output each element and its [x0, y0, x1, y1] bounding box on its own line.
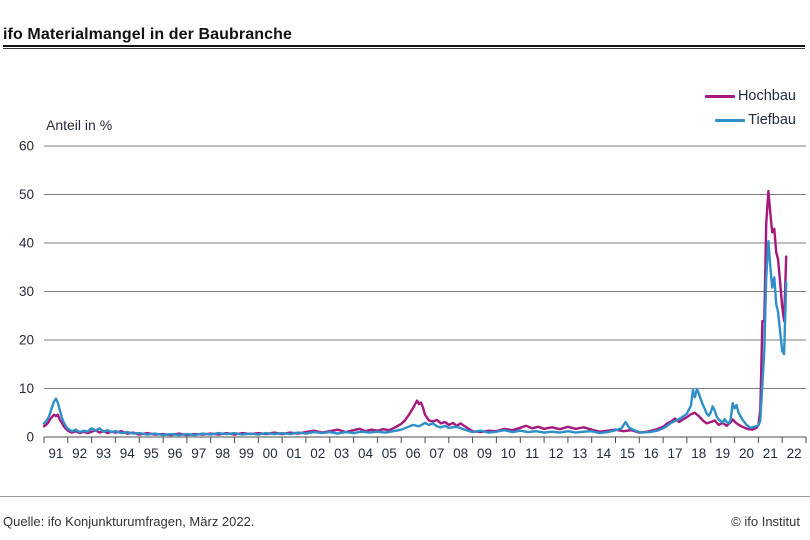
x-tick-label: 08: [453, 446, 468, 461]
x-tick-label: 14: [596, 446, 612, 461]
copyright-note: © ifo Institut: [731, 514, 800, 529]
title-divider: [3, 45, 805, 49]
x-tick-label: 10: [501, 446, 516, 461]
x-tick-label: 22: [787, 446, 802, 461]
x-tick-label: 02: [310, 446, 325, 461]
x-tick-label: 96: [167, 446, 182, 461]
hochbau-line-swatch-icon: [704, 94, 735, 98]
x-tick-label: 21: [763, 446, 778, 461]
y-tick-label: 60: [19, 139, 34, 154]
x-tick-label: 12: [548, 446, 563, 461]
y-tick-label: 20: [19, 333, 34, 348]
x-tick-label: 01: [286, 446, 301, 461]
x-tick-label: 19: [715, 446, 730, 461]
x-tick-label: 94: [120, 446, 136, 461]
x-tick-label: 91: [48, 446, 63, 461]
x-tick-label: 92: [72, 446, 87, 461]
x-tick-label: 07: [429, 446, 444, 461]
series-line-tiefbau: [42, 239, 788, 437]
x-tick-label: 05: [382, 446, 397, 461]
x-tick-label: 99: [239, 446, 254, 461]
tiefbau-line-swatch-icon: [715, 118, 746, 122]
legend-item-tiefbau: Tiefbau: [715, 112, 796, 128]
x-tick-label: 95: [144, 446, 159, 461]
legend-item-hochbau: Hochbau: [704, 88, 796, 104]
x-tick-label: 04: [358, 446, 374, 461]
x-tick-label: 98: [215, 446, 230, 461]
x-tick-label: 11: [525, 446, 539, 461]
x-tick-label: 16: [644, 446, 659, 461]
y-tick-label: 0: [26, 430, 34, 445]
chart-title: ifo Materialmangel in der Baubranche: [3, 26, 292, 43]
x-tick-label: 06: [406, 446, 421, 461]
footer-divider: [0, 496, 810, 497]
x-tick-label: 15: [620, 446, 635, 461]
x-tick-label: 18: [691, 446, 706, 461]
chart-legend: Hochbau Tiefbau: [704, 88, 796, 128]
y-tick-label: 40: [19, 236, 34, 251]
y-tick-label: 30: [19, 284, 34, 299]
y-tick-label: 50: [19, 187, 34, 202]
x-tick-label: 00: [263, 446, 278, 461]
legend-label-tiefbau: Tiefbau: [748, 112, 796, 128]
x-tick-label: 09: [477, 446, 492, 461]
x-tick-label: 93: [96, 446, 111, 461]
y-axis-title: Anteil in %: [46, 117, 113, 133]
x-tick-label: 97: [191, 446, 206, 461]
x-tick-label: 13: [572, 446, 587, 461]
y-tick-label: 10: [19, 381, 34, 396]
series-line-hochbau: [42, 189, 788, 437]
x-tick-label: 17: [667, 446, 682, 461]
source-note: Quelle: ifo Konjunkturumfragen, März 202…: [3, 514, 255, 529]
legend-label-hochbau: Hochbau: [737, 88, 796, 104]
x-tick-label: 03: [334, 446, 349, 461]
x-tick-label: 20: [739, 446, 754, 461]
